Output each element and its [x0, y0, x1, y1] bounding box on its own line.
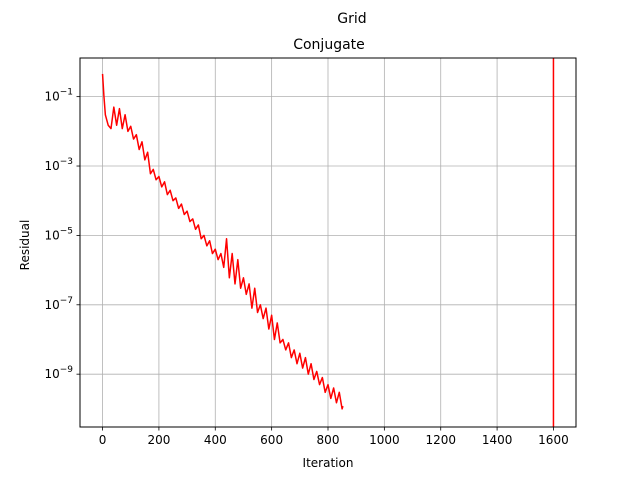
chart-title: Conjugate: [293, 37, 365, 53]
x-tick-label: 1600: [538, 433, 569, 447]
chart-suptitle: Grid: [337, 11, 366, 27]
grid-lines: [80, 58, 576, 427]
y-tick-label: 10−5: [44, 226, 73, 242]
series-group: [101, 58, 555, 427]
y-tick-label: 10−1: [44, 88, 73, 104]
x-tick-label: 0: [99, 433, 107, 447]
x-tick-label: 400: [204, 433, 227, 447]
y-axis-label: Residual: [18, 220, 32, 271]
y-tick-label: 10−9: [44, 365, 73, 381]
y-tick-label: 10−3: [44, 157, 73, 173]
x-tick-label: 1400: [482, 433, 513, 447]
x-axis-label: Iteration: [303, 456, 354, 470]
y-axis-ticks: 10−9 10−7 10−5 10−3 10−1: [44, 88, 80, 381]
y-tick-label: 10−7: [44, 296, 73, 312]
x-axis-ticks: 0 200 400 600 800 1000 1200 1400 1600: [99, 427, 569, 447]
x-tick-label: 1000: [369, 433, 400, 447]
x-tick-label: 1200: [425, 433, 456, 447]
x-tick-label: 800: [317, 433, 340, 447]
x-tick-label: 200: [147, 433, 170, 447]
residual-series-line: [101, 73, 344, 410]
x-tick-label: 600: [260, 433, 283, 447]
